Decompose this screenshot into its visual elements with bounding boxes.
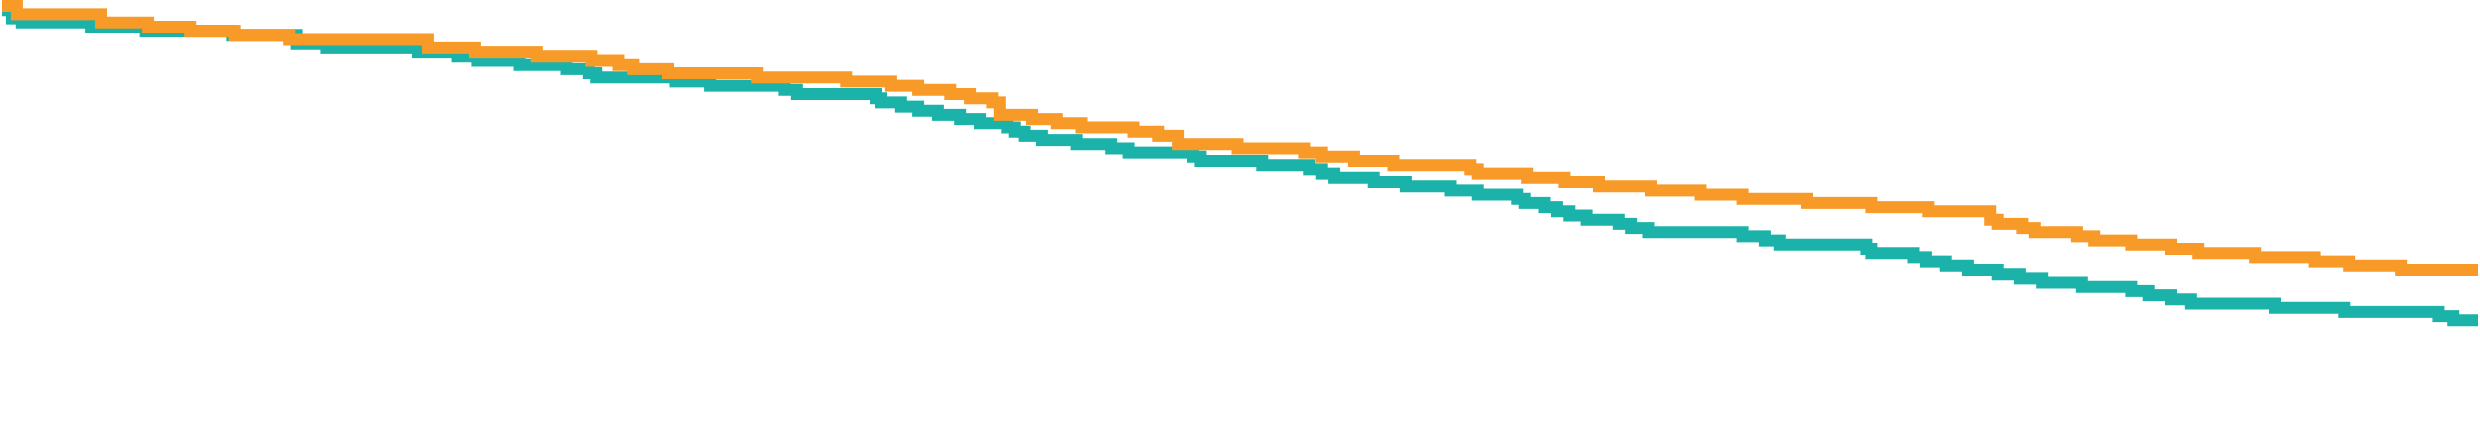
series-2-line: [2, 0, 2478, 276]
series-layer: [2, 0, 2478, 327]
series-1-line: [2, 4, 2478, 327]
